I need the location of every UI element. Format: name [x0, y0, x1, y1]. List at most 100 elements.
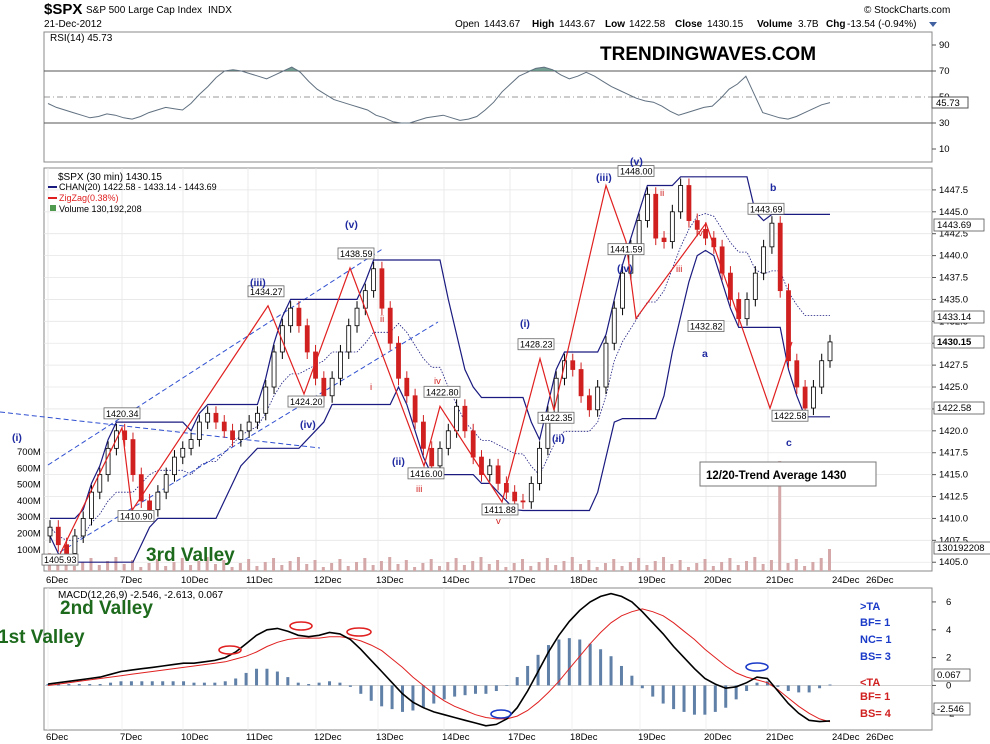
macd-histogram-bar: [692, 685, 696, 715]
volume-bar: [786, 563, 790, 571]
price-bar-body: [404, 377, 410, 397]
x-tick-label: 17Dec: [508, 575, 536, 586]
volume-bar: [653, 561, 657, 571]
volume-bar: [819, 558, 823, 571]
macd-histogram-bar: [651, 685, 655, 697]
price-legend-title: $SPX (30 min) 1430.15: [58, 172, 162, 183]
macd-histogram-bar: [369, 685, 373, 701]
price-bar-body: [470, 430, 476, 458]
volume-bar: [637, 558, 641, 571]
price-bar-body: [528, 482, 534, 503]
x-tick-label: 11Dec: [246, 575, 273, 586]
pivot-label-box: [247, 285, 285, 298]
price-bar-body: [80, 518, 86, 537]
pivot-label-box: [423, 385, 461, 398]
volume-tick-label: 100M: [17, 545, 41, 556]
volume-bar: [388, 557, 392, 571]
macd-histogram-bar: [818, 685, 822, 689]
price-bar-body: [586, 395, 592, 411]
macd-histogram-bar: [682, 685, 686, 712]
dropdown-arrow-icon[interactable]: [929, 22, 937, 27]
volume-bar: [811, 562, 815, 571]
price-bar-body: [279, 325, 285, 353]
sub-wave-label: iii: [416, 484, 422, 495]
volume-bar: [479, 557, 483, 571]
price-tick-label: 1427.5: [939, 360, 968, 371]
macd-histogram-bar: [234, 678, 238, 686]
price-bar-body: [520, 500, 526, 503]
volume-bar: [520, 559, 524, 571]
price-legend-volume: Volume 130,192,208: [59, 204, 142, 214]
volume-axis: 700M 600M 500M 400M 300M 200M 100M: [17, 447, 41, 556]
price-bar-body: [761, 246, 767, 274]
pivot-label-box: [337, 247, 375, 260]
macd-histogram-bar: [619, 665, 623, 686]
volume-bar: [438, 566, 441, 571]
macd-histogram-bar: [88, 684, 92, 686]
sub-wave-label: iv: [434, 376, 441, 387]
symbol-label: $SPX: [44, 1, 82, 18]
volume-bar: [595, 567, 599, 571]
price-bar-body: [636, 220, 642, 248]
copyright-label: © StockCharts.com: [864, 5, 950, 16]
volume-bar: [678, 560, 682, 571]
macd-histogram-bar: [745, 685, 749, 692]
price-bar-body: [678, 185, 684, 213]
macd-histogram-bar: [473, 685, 477, 694]
volume-bar: [189, 565, 193, 571]
macd-histogram-bar: [255, 668, 259, 686]
macd-histogram-bar: [453, 685, 457, 697]
pivot-label: 1448.00: [620, 167, 653, 177]
volume-bar: [537, 562, 541, 571]
macd-tick-label: 6: [946, 597, 951, 608]
wave-label: (ii): [392, 456, 405, 468]
price-value-tag-text: 1430.15: [937, 337, 972, 348]
macd-histogram-bar: [599, 649, 603, 686]
pivot-label: 1438.59: [340, 249, 373, 259]
wave-label: (ii): [552, 433, 565, 445]
signal-ellipse-3: [346, 627, 372, 637]
volume-bar: [695, 563, 699, 571]
channel-middle: [49, 213, 830, 541]
macd-histogram-bar: [265, 668, 269, 686]
price-bar-body: [263, 386, 269, 414]
ohlc-low: 1422.58: [629, 19, 666, 30]
price-bar-body: [661, 237, 667, 242]
macd-histogram-bar: [609, 656, 613, 686]
macd-x-tick-label: 10Dec: [181, 732, 209, 743]
ohlc-close-label: Close: [675, 19, 703, 30]
volume-tick-label: 700M: [17, 447, 41, 458]
macd-histogram-bar: [77, 684, 81, 686]
price-bar-body: [255, 412, 260, 423]
x-tick-label: 13Dec: [376, 575, 404, 586]
price-bar-body: [421, 421, 426, 449]
macd-value-tags: 0.067 -2.546: [933, 668, 971, 716]
price-bar-body: [611, 307, 617, 344]
macd-tick-label: 2: [946, 653, 951, 664]
volume-tick-label: 500M: [17, 480, 41, 491]
volume-bar: [529, 566, 533, 571]
ta-line: <TA: [860, 677, 880, 689]
price-tick-label: 1440.0: [939, 251, 968, 262]
volume-tick-label: 200M: [17, 529, 41, 540]
macd-histogram-bar: [640, 685, 644, 689]
price-bar-body: [72, 535, 78, 554]
price-bar-body: [130, 439, 136, 476]
volume-bar: [454, 558, 458, 571]
volume-bar: [363, 558, 367, 571]
volume-bar: [272, 558, 276, 571]
volume-bar: [728, 558, 732, 571]
wave-trendline: [0, 411, 321, 449]
pivot-label: 1422.58: [774, 411, 807, 421]
sub-wave-label: iii: [676, 264, 682, 275]
macd-histogram-bar: [296, 682, 300, 686]
macd-grid: [44, 588, 932, 730]
price-bar-body: [694, 220, 700, 230]
pivot-label-box: [481, 503, 519, 516]
valley-label-2: 2nd Valley: [60, 598, 153, 619]
price-bar-body: [429, 447, 435, 467]
price-value-tag: [933, 218, 985, 232]
macd-histogram-bar: [421, 685, 425, 708]
volume-bar: [155, 559, 159, 571]
price-bar-body: [163, 474, 169, 493]
